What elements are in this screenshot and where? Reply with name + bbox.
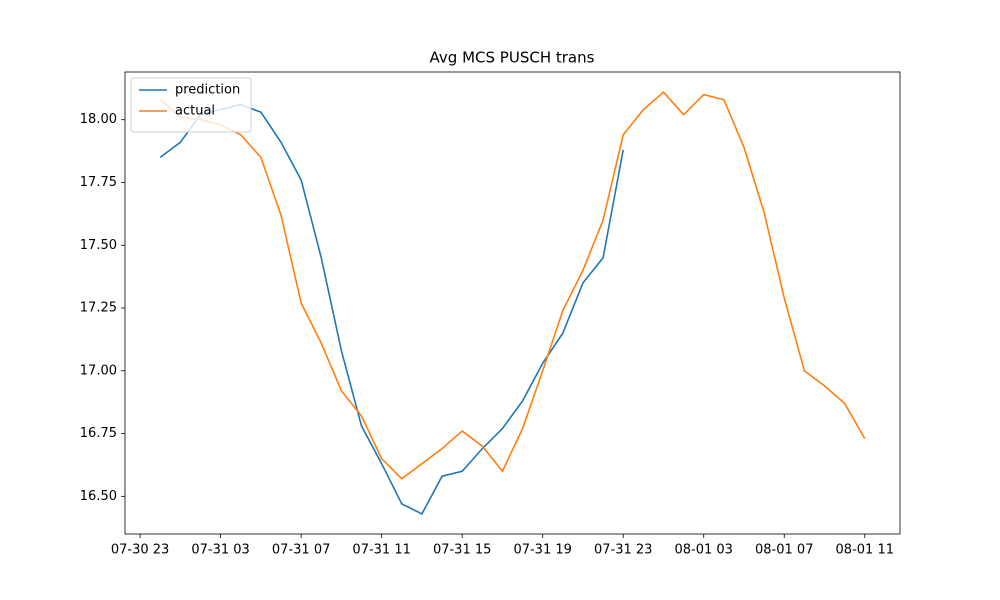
y-tick-label: 18.00 bbox=[80, 112, 117, 127]
x-tick-label: 07-31 03 bbox=[191, 543, 249, 558]
x-tick-label: 08-01 03 bbox=[675, 543, 733, 558]
chart-title: Avg MCS PUSCH trans bbox=[430, 49, 595, 67]
x-tick-label: 08-01 11 bbox=[836, 543, 894, 558]
x-tick-label: 07-31 07 bbox=[272, 543, 330, 558]
x-tick-label: 07-31 23 bbox=[594, 543, 652, 558]
x-tick-label: 07-31 19 bbox=[513, 543, 571, 558]
y-tick-label: 17.75 bbox=[80, 175, 117, 190]
y-tick-label: 16.50 bbox=[80, 489, 117, 504]
y-tick-label: 17.50 bbox=[80, 238, 117, 253]
legend-box bbox=[130, 77, 252, 133]
y-tick-label: 17.25 bbox=[80, 301, 117, 316]
x-tick-label: 08-01 07 bbox=[755, 543, 813, 558]
series-line bbox=[159, 90, 866, 480]
legend: prediction actual bbox=[130, 77, 252, 133]
legend-label: prediction bbox=[175, 83, 240, 98]
x-tick-label: 07-31 11 bbox=[352, 543, 410, 558]
x-tick-label: 07-30 23 bbox=[111, 543, 169, 558]
y-tick-label: 16.75 bbox=[80, 426, 117, 441]
x-tick-label: 07-31 15 bbox=[433, 543, 491, 558]
legend-label: actual bbox=[175, 104, 215, 119]
plot-frame bbox=[124, 71, 901, 535]
y-tick-label: 17.00 bbox=[80, 363, 117, 378]
